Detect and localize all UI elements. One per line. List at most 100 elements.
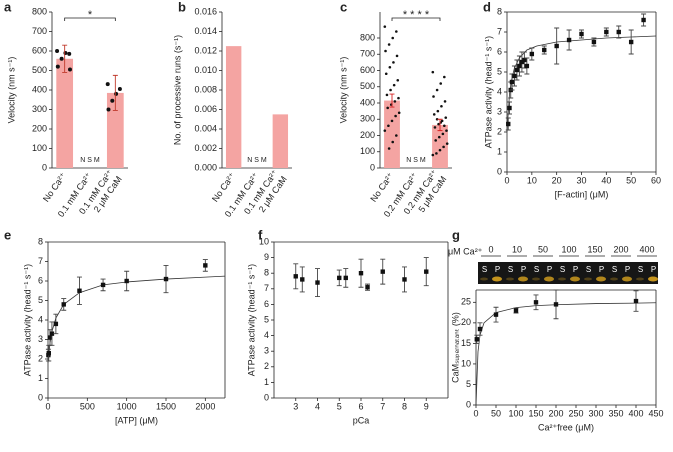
y-tick-label: 7 [264, 283, 269, 293]
data-point [387, 147, 391, 150]
data-point [431, 153, 435, 157]
y-tick-label: 0 [38, 392, 43, 402]
nsm-label: N S M [247, 157, 267, 164]
y-tick-label: 4 [264, 330, 269, 340]
y-tick-label: 500 [32, 65, 47, 75]
nsm-label: N S M [406, 157, 426, 164]
data-point [392, 61, 395, 64]
data-point [343, 275, 348, 281]
y-axis-label: ATPase activity (head⁻¹ s⁻¹) [22, 264, 32, 376]
data-point [512, 73, 517, 79]
significance-label: * * * * [403, 9, 430, 21]
data-point [438, 148, 442, 152]
y-tick-label: 0.000 [194, 162, 217, 172]
y-axis-label: Velocity (nm s⁻¹) [6, 57, 16, 124]
gel-fraction-label: P [495, 265, 500, 274]
y-tick-label: 0.002 [194, 143, 217, 153]
data-point [55, 64, 60, 69]
data-point [440, 104, 443, 108]
y-tick-label: 2 [38, 353, 43, 363]
data-point [383, 25, 387, 28]
y-tick-label: 100 [32, 143, 47, 153]
data-point [542, 47, 547, 53]
y-tick-label: 0.008 [194, 84, 217, 94]
data-point [387, 43, 391, 46]
x-tick-label: 8 [402, 401, 407, 411]
y-tick-label: 0.014 [194, 26, 217, 36]
fit-line [506, 35, 657, 133]
data-point [53, 321, 59, 327]
data-point [100, 282, 106, 288]
x-tick-label: 0 [504, 175, 509, 185]
y-tick-label: 2 [497, 126, 502, 136]
data-point [117, 87, 122, 92]
x-tick-label: 350 [608, 408, 623, 418]
y-tick-label: 400 [360, 97, 375, 107]
gel-lane-label: 50 [538, 244, 548, 254]
y-tick-label: 25 [461, 297, 471, 307]
y-tick-label: 1 [38, 373, 43, 383]
gel-lane-label: 0 [488, 244, 493, 254]
y-tick-label: 800 [360, 32, 375, 42]
y-tick-label: 5 [38, 295, 43, 305]
gel-fraction-label: S [586, 265, 591, 274]
x-axis-label: Ca²⁺free (μM) [538, 422, 594, 432]
data-point [47, 335, 53, 340]
gel-fraction-label: S [508, 265, 513, 274]
data-point [424, 269, 429, 274]
y-tick-label: 7 [38, 256, 43, 266]
y-axis-label: CaMₛᵤₚₑᵣₙₐₜₐₙₜ (%) [450, 312, 460, 383]
x-tick-label: 200 [548, 408, 563, 418]
x-tick-label: 7 [380, 401, 385, 411]
data-point [67, 67, 72, 72]
y-tick-label: 3 [264, 346, 269, 356]
data-point [384, 72, 388, 76]
y-tick-label: 400 [32, 84, 47, 94]
y-tick-label: 0.012 [194, 45, 217, 55]
data-point [393, 100, 397, 103]
gel-image [478, 262, 658, 284]
data-point [163, 276, 169, 282]
y-tick-label: 4 [38, 314, 43, 324]
gel-fraction-label: P [521, 265, 526, 274]
y-tick-label: 3 [38, 334, 43, 344]
x-axis-label: [ATP] (μM) [115, 415, 158, 425]
data-point [437, 135, 441, 139]
x-tick-label: 50 [626, 175, 636, 185]
y-tick-label: 15 [461, 338, 471, 348]
fit-line [47, 275, 226, 363]
data-point [394, 114, 397, 118]
y-tick-label: 8 [264, 268, 269, 278]
data-point [293, 274, 298, 279]
data-point [46, 350, 51, 356]
data-point [402, 277, 407, 282]
gel-fraction-label: P [547, 265, 552, 274]
data-point [524, 63, 530, 69]
data-point [395, 30, 398, 33]
x-tick-label: 10 [527, 175, 537, 185]
data-point [203, 263, 208, 268]
data-point [300, 277, 305, 282]
bar [432, 124, 448, 168]
data-point [579, 31, 584, 37]
y-tick-label: 300 [32, 104, 47, 114]
gel-lane-label: 100 [561, 244, 576, 254]
data-point [386, 106, 389, 110]
y-axis-label: ATPase activity (head⁻¹ s⁻¹) [483, 36, 493, 148]
data-point [391, 140, 395, 144]
data-point [383, 129, 387, 132]
panel-letter: c [340, 0, 347, 14]
data-point [533, 300, 539, 305]
y-tick-label: 10 [259, 236, 269, 246]
y-tick-label: 600 [360, 65, 375, 75]
x-tick-label: 2000 [195, 401, 215, 411]
data-point [77, 288, 82, 293]
data-point [474, 337, 479, 342]
data-point [437, 122, 440, 126]
data-point [397, 96, 400, 100]
x-tick-label: 40 [601, 175, 611, 185]
data-point [445, 129, 448, 132]
significance-bracket [64, 17, 116, 21]
data-point [529, 51, 535, 57]
